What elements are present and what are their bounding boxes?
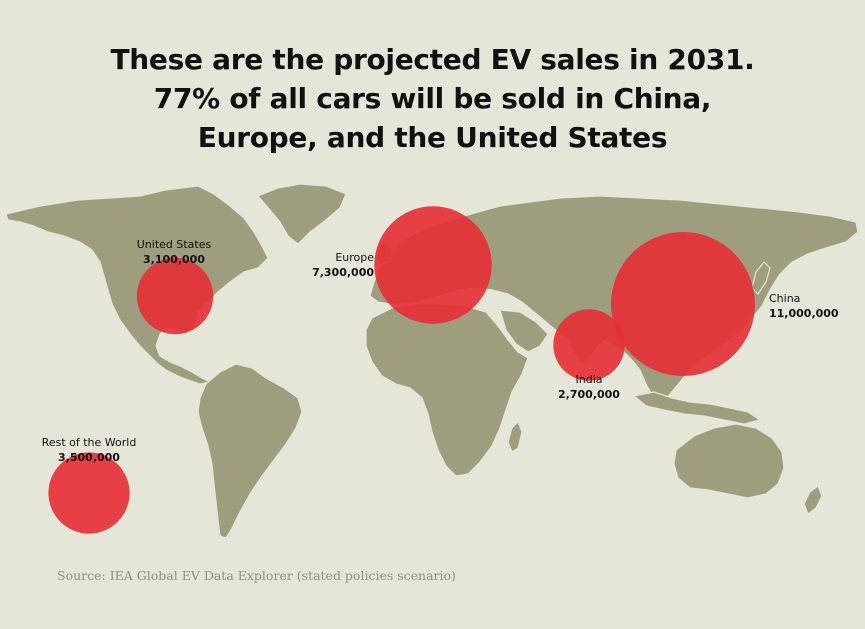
title-line-1: These are the projected EV sales in 2031…	[110, 43, 755, 76]
land-north-america	[5, 185, 269, 385]
land-madagascar	[507, 421, 523, 453]
label-united-states: United States 3,100,000	[114, 237, 234, 267]
land-indonesia	[633, 391, 761, 425]
land-south-america	[197, 363, 303, 539]
source-note: Source: IEA Global EV Data Explorer (sta…	[57, 568, 456, 583]
label-europe: Europe 7,300,000	[274, 250, 374, 280]
bubble-india	[553, 309, 625, 381]
bubble-rest-of-world	[48, 452, 130, 534]
region-name: Rest of the World	[41, 436, 137, 449]
land-new-zealand	[803, 485, 823, 515]
land-australia	[673, 423, 785, 499]
region-name: China	[769, 292, 801, 305]
land-africa	[365, 303, 529, 477]
bubble-china	[611, 232, 755, 376]
label-rest-of-world: Rest of the World 3,500,000	[24, 435, 154, 465]
region-name: Europe	[335, 251, 374, 264]
land-arabia	[499, 309, 549, 353]
region-value: 7,300,000	[312, 266, 374, 279]
page-title: These are the projected EV sales in 2031…	[0, 40, 865, 157]
region-value: 2,700,000	[558, 388, 620, 401]
title-line-3: Europe, and the United States	[197, 121, 668, 154]
land-greenland	[257, 183, 347, 245]
region-value: 3,100,000	[143, 253, 205, 266]
region-name: United States	[136, 238, 212, 251]
region-value: 3,500,000	[58, 451, 120, 464]
sales-bubbles	[48, 206, 755, 534]
bubble-united-states	[136, 257, 214, 335]
title-line-2: 77% of all cars will be sold in China,	[153, 82, 712, 115]
region-value: 11,000,000	[769, 307, 839, 320]
bubble-europe	[374, 206, 492, 324]
region-name: India	[575, 373, 603, 386]
label-india: India 2,700,000	[539, 372, 639, 402]
label-china: China 11,000,000	[769, 291, 859, 321]
